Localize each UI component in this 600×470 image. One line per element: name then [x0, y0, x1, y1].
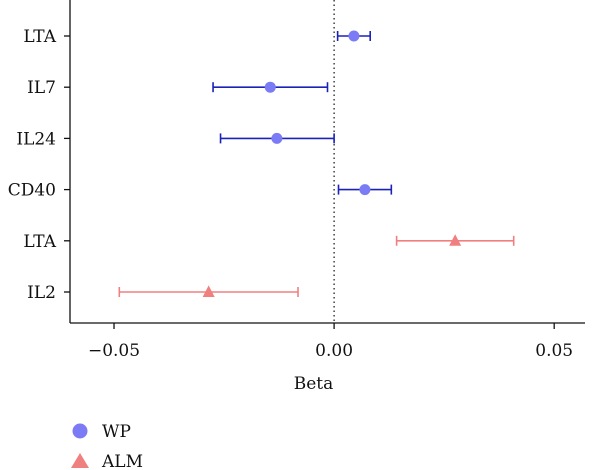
data-row-wp — [219, 132, 335, 144]
legend-label: ALM — [101, 452, 143, 470]
legend-triangle-icon — [71, 453, 89, 468]
legend-item-wp: WP — [72, 422, 131, 442]
point-marker-circle — [271, 132, 283, 144]
y-tick-label: IL7 — [27, 78, 56, 98]
y-tick-label: LTA — [23, 232, 56, 252]
legend-circle-icon — [72, 423, 88, 439]
data-row-wp — [212, 81, 329, 93]
x-ticks: −0.05 0.00 0.05 — [88, 323, 573, 361]
y-tick-label: CD40 — [8, 181, 56, 201]
y-tick-label: IL2 — [27, 283, 56, 303]
y-tick-label: IL24 — [16, 129, 56, 149]
legend-label: WP — [102, 422, 131, 442]
point-marker-triangle — [202, 285, 215, 297]
data-row-wp — [337, 184, 393, 196]
data-row-alm — [118, 285, 299, 297]
legend-item-alm: ALM — [71, 452, 143, 470]
point-marker-circle — [348, 30, 360, 42]
point-marker-circle — [264, 81, 276, 93]
data-marks — [118, 30, 515, 297]
data-row-alm — [395, 234, 515, 246]
x-tick-label: −0.05 — [88, 341, 140, 361]
x-axis-title: Beta — [294, 374, 334, 394]
y-ticks: LTA IL7 IL24 CD40 LTA IL2 — [8, 27, 70, 303]
point-marker-triangle — [449, 234, 462, 246]
data-row-wp — [336, 30, 371, 42]
x-tick-label: 0.05 — [535, 341, 573, 361]
point-marker-circle — [359, 184, 371, 196]
y-tick-label: LTA — [23, 27, 56, 47]
x-tick-label: 0.00 — [315, 341, 353, 361]
legend: WP ALM — [71, 422, 143, 470]
